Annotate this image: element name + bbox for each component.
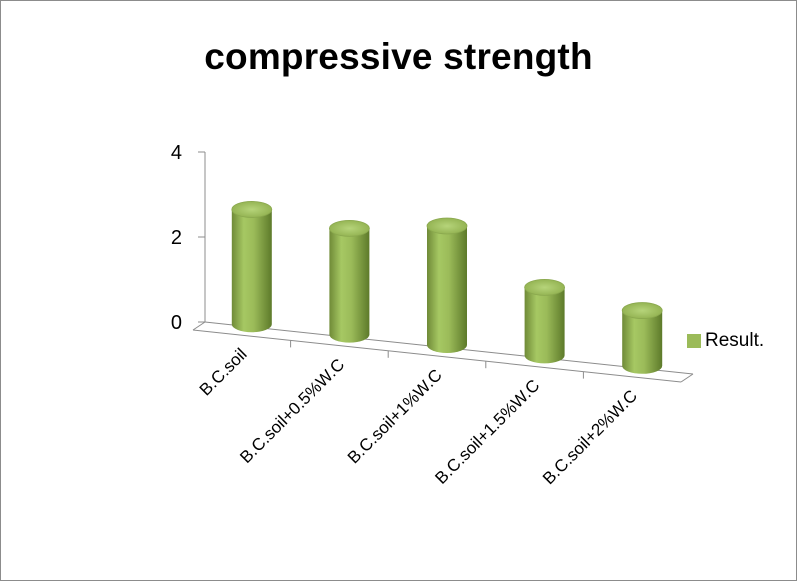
bar-body <box>329 228 370 343</box>
x-category-label: B.C.soil <box>196 345 251 400</box>
bar <box>231 201 273 333</box>
bar-top <box>524 278 565 296</box>
x-category-label: B.C.soil+2%W.C <box>539 386 641 488</box>
bar <box>621 302 663 374</box>
bar-top <box>621 302 663 319</box>
legend-swatch <box>687 334 701 348</box>
bar <box>524 278 565 364</box>
bars <box>231 201 663 374</box>
bar <box>426 217 468 353</box>
chart-title: compressive strength <box>204 36 593 77</box>
floor-right-edge <box>680 373 694 383</box>
floor-left-edge <box>192 321 206 331</box>
bar-top <box>426 217 468 235</box>
y-tick-label: 2 <box>171 227 182 249</box>
floor-front-edge <box>192 329 682 383</box>
x-category-label: B.C.soil+1.5%W.C <box>431 376 543 488</box>
bar-body <box>427 226 467 353</box>
x-category-label: B.C.soil+0.5%W.C <box>236 355 348 467</box>
bar-body <box>622 310 663 374</box>
bar-top <box>328 219 370 237</box>
x-category-label: B.C.soil+1%W.C <box>344 365 446 467</box>
bar-body <box>524 287 565 364</box>
y-tick-label: 4 <box>171 142 182 164</box>
bar-body <box>231 209 272 333</box>
y-tick-label: 0 <box>171 312 182 334</box>
legend-label: Result. <box>705 330 765 351</box>
bar <box>328 219 370 343</box>
legend: Result. <box>687 330 764 352</box>
bar-top <box>231 201 273 218</box>
